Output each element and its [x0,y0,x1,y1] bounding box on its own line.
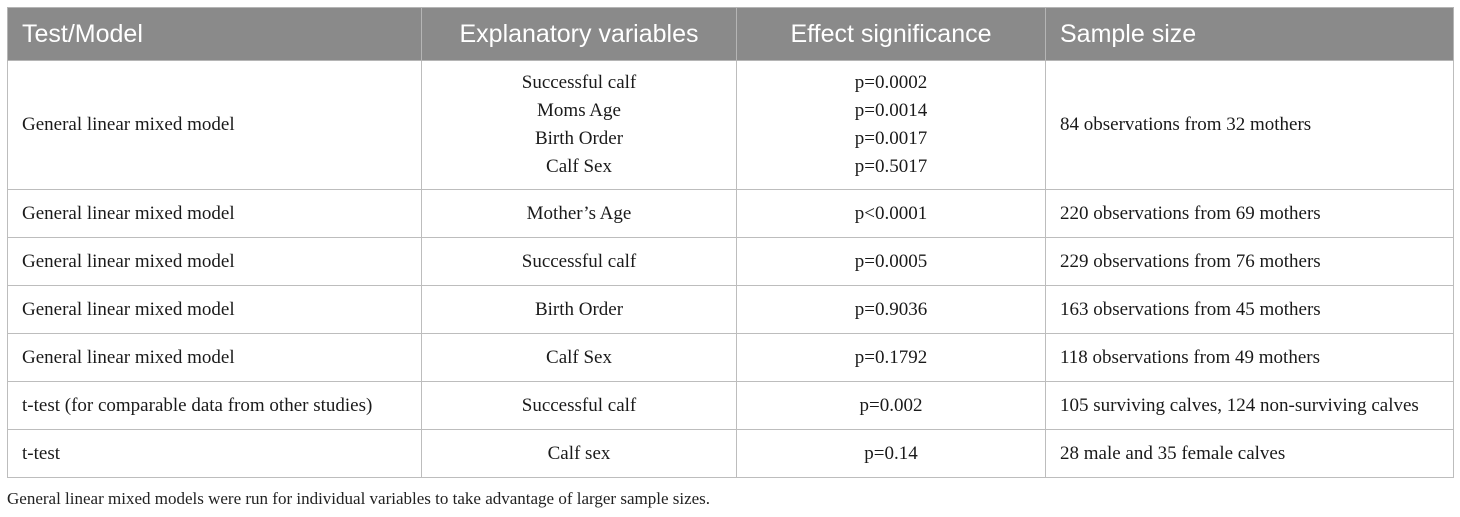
header-explanatory-variables: Explanatory variables [421,7,737,61]
cell-test: General linear mixed model [7,237,422,286]
cell-sample: 220 observations from 69 mothers [1045,189,1454,238]
table-row: t-test Calf sex p=0.14 28 male and 35 fe… [7,429,1454,478]
table-row: General linear mixed model Calf Sex p=0.… [7,333,1454,382]
cell-sample: 229 observations from 76 mothers [1045,237,1454,286]
table-row: General linear mixed model Mother’s Age … [7,189,1454,238]
cell-test: General linear mixed model [7,333,422,382]
variable-item: Birth Order [534,128,624,149]
table-row: General linear mixed model Successful ca… [7,237,1454,286]
cell-test: t-test [7,429,422,478]
table-header-row: Test/Model Explanatory variables Effect … [7,7,1454,61]
cell-sample: 118 observations from 49 mothers [1045,333,1454,382]
cell-test: General linear mixed model [7,285,422,334]
cell-sample: 163 observations from 45 mothers [1045,285,1454,334]
table-row: t-test (for comparable data from other s… [7,381,1454,430]
cell-variables: Birth Order [421,285,737,334]
table-row: General linear mixed model Birth Order p… [7,285,1454,334]
significance-item: p=0.0002 [854,72,928,93]
cell-sample: 105 surviving calves, 124 non-surviving … [1045,381,1454,430]
cell-variables: Successful calf [421,237,737,286]
significance-item: p=0.5017 [854,156,928,177]
cell-test: t-test (for comparable data from other s… [7,381,422,430]
cell-variables: Successful calf Moms Age Birth Order Cal… [421,60,737,190]
header-test-model: Test/Model [7,7,422,61]
header-sample-size: Sample size [1045,7,1454,61]
header-effect-significance: Effect significance [736,7,1046,61]
cell-variables: Calf sex [421,429,737,478]
cell-significance: p=0.0005 [736,237,1046,286]
significance-item: p=0.0014 [854,100,928,121]
variable-item: Calf Sex [546,156,612,177]
cell-significance: p<0.0001 [736,189,1046,238]
cell-sample: 28 male and 35 female calves [1045,429,1454,478]
cell-test: General linear mixed model [7,60,422,190]
table-footnote: General linear mixed models were run for… [7,489,711,508]
cell-significance: p=0.14 [736,429,1046,478]
cell-significance: p=0.1792 [736,333,1046,382]
results-table-container: Test/Model Explanatory variables Effect … [7,7,1454,478]
variable-item: Moms Age [537,100,621,121]
cell-variables: Calf Sex [421,333,737,382]
cell-variables: Mother’s Age [421,189,737,238]
cell-significance: p=0.002 [736,381,1046,430]
results-table: Test/Model Explanatory variables Effect … [7,7,1454,478]
cell-sample: 84 observations from 32 mothers [1045,60,1454,190]
cell-variables: Successful calf [421,381,737,430]
variable-item: Successful calf [521,72,637,93]
table-row: General linear mixed model Successful ca… [7,60,1454,190]
significance-item: p=0.0017 [854,128,928,149]
cell-test: General linear mixed model [7,189,422,238]
cell-significance: p=0.0002 p=0.0014 p=0.0017 p=0.5017 [736,60,1046,190]
cell-significance: p=0.9036 [736,285,1046,334]
